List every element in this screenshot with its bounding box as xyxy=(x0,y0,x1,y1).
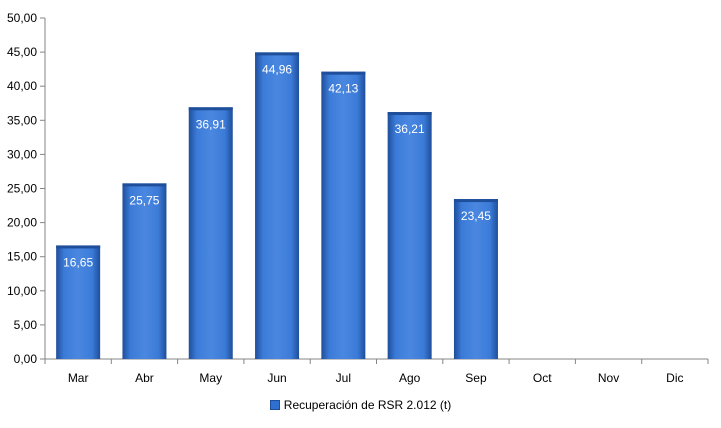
y-tick-label: 25,00 xyxy=(7,182,37,196)
bar-top-edge xyxy=(387,112,432,116)
y-tick-label: 45,00 xyxy=(7,45,37,59)
bar xyxy=(453,199,498,359)
data-label: 16,65 xyxy=(63,255,93,269)
bar-top-edge xyxy=(188,107,233,111)
y-tick-label: 40,00 xyxy=(7,79,37,93)
bar-top-edge xyxy=(255,52,300,56)
x-tick-label: Ago xyxy=(399,371,421,385)
y-tick-label: 10,00 xyxy=(7,284,37,298)
axes: 0,00 5,00 10,00 15,00 20,00 25,00 30,00 35,00 40… xyxy=(7,11,709,385)
bar xyxy=(255,52,300,359)
bar-top-edge xyxy=(122,183,167,187)
data-label: 23,45 xyxy=(461,209,491,223)
bar-top-edge xyxy=(321,71,366,75)
data-label: 25,75 xyxy=(129,193,159,207)
y-tick-label: 5,00 xyxy=(14,318,38,332)
bars xyxy=(56,52,498,360)
bar xyxy=(56,245,101,359)
bar xyxy=(122,183,167,359)
x-tick-label: Nov xyxy=(598,371,619,385)
y-tick-label: 0,00 xyxy=(14,352,38,366)
legend-swatch xyxy=(269,400,280,410)
y-tick-label: 50,00 xyxy=(7,11,37,25)
x-tick-label: Jul xyxy=(336,371,351,385)
data-label: 42,13 xyxy=(328,82,358,96)
bar xyxy=(321,71,366,359)
data-label: 44,96 xyxy=(262,62,292,76)
bar xyxy=(188,107,233,359)
y-tick-label: 20,00 xyxy=(7,216,37,230)
x-tick-label: May xyxy=(199,371,222,385)
x-tick-label: Oct xyxy=(533,371,552,385)
x-tick-label: Mar xyxy=(68,371,89,385)
y-tick-label: 30,00 xyxy=(7,147,37,161)
x-tick-label: Jun xyxy=(267,371,286,385)
x-tick-label: Sep xyxy=(465,371,487,385)
labels: 16,65 25,75 36,91 44,96 42,13 36,21 23,45 xyxy=(63,62,491,269)
bar xyxy=(387,112,432,360)
x-tick-label: Abr xyxy=(135,371,154,385)
data-label: 36,91 xyxy=(196,117,226,131)
data-label: 36,21 xyxy=(395,122,425,136)
bar-top-edge xyxy=(453,199,498,203)
y-tick-label: 35,00 xyxy=(7,113,37,127)
legend: Recuperación de RSR 2.012 (t) xyxy=(0,398,721,413)
y-tick-label: 15,00 xyxy=(7,250,37,264)
bar-top-edge xyxy=(56,245,101,249)
x-tick-label: Dic xyxy=(666,371,683,385)
legend-label: Recuperación de RSR 2.012 (t) xyxy=(283,398,452,412)
